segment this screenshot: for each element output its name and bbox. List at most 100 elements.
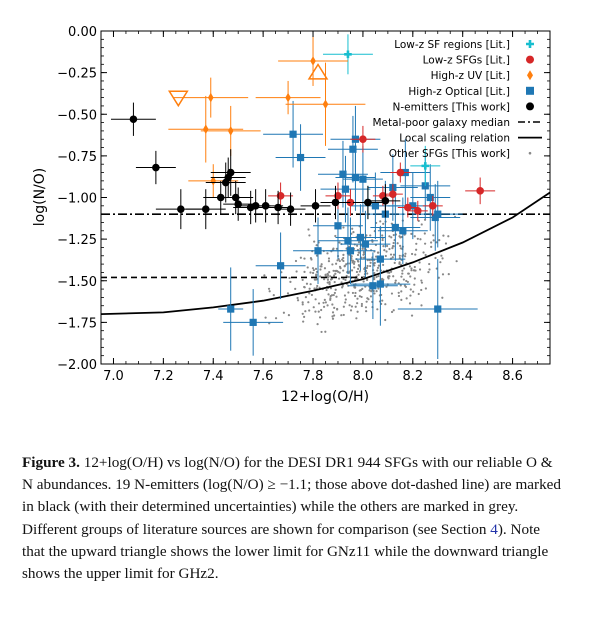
other-sfg-point	[416, 237, 419, 240]
data-point	[421, 162, 430, 170]
other-sfg-point	[308, 234, 311, 237]
other-sfg-point	[340, 314, 343, 317]
other-sfg-point	[441, 273, 445, 276]
other-sfg-point	[331, 248, 335, 251]
other-sfg-point	[423, 232, 426, 235]
other-sfg-point	[440, 254, 443, 257]
other-sfg-point	[353, 260, 356, 263]
data-point	[314, 247, 322, 255]
other-sfg-point	[424, 287, 427, 290]
other-sfg-point	[392, 233, 395, 237]
other-sfg-point	[331, 303, 334, 306]
data-point	[277, 262, 285, 270]
other-sfg-point	[264, 316, 267, 319]
other-sfg-point	[335, 262, 338, 265]
other-sfg-point	[311, 267, 315, 270]
other-sfg-point	[366, 278, 369, 282]
x-tick-label: 8.6	[502, 369, 523, 384]
other-sfg-point	[320, 330, 323, 334]
other-sfg-point	[314, 310, 317, 313]
other-sfg-point	[302, 320, 305, 323]
other-sfg-point	[420, 304, 423, 307]
other-sfg-point	[413, 277, 416, 280]
other-sfg-point	[350, 269, 354, 272]
other-sfg-point	[413, 283, 416, 286]
other-sfg-point	[366, 264, 369, 268]
other-sfg-point	[355, 270, 359, 274]
other-sfg-point	[430, 245, 433, 248]
data-point	[376, 255, 384, 263]
section-link[interactable]: 4	[490, 520, 498, 538]
other-sfg-point	[404, 285, 408, 288]
other-sfg-point	[333, 306, 336, 309]
data-point	[371, 202, 379, 210]
other-sfg-point	[338, 271, 341, 274]
caption-text: 12+log(O/H) vs log(N/O) for the DESI DR1…	[22, 454, 562, 538]
other-sfg-point	[307, 301, 310, 304]
other-sfg-point	[347, 275, 350, 279]
other-sfg-point	[381, 299, 384, 302]
other-sfg-point	[301, 278, 304, 282]
legend-label: Metal-poor galaxy median	[372, 117, 510, 129]
other-sfg-point	[408, 302, 412, 305]
other-sfg-point	[444, 242, 448, 245]
other-sfg-point	[392, 245, 395, 248]
other-sfg-point	[343, 265, 346, 268]
other-sfg-point	[343, 294, 347, 297]
other-sfg-point	[337, 277, 341, 280]
other-sfg-point	[308, 287, 311, 290]
other-sfg-point	[360, 295, 363, 299]
other-sfg-point	[331, 311, 335, 314]
other-sfg-point	[351, 261, 354, 264]
other-sfg-point	[369, 234, 372, 237]
other-sfg-point	[399, 244, 402, 247]
other-sfg-point	[424, 242, 427, 245]
data-point	[152, 163, 160, 172]
other-sfg-point	[377, 264, 380, 267]
other-sfg-point	[310, 293, 314, 297]
x-tick-label: 8.0	[353, 369, 374, 384]
legend-label: N-emitters [This work]	[393, 101, 510, 113]
y-tick-label: −0.50	[57, 108, 97, 123]
other-sfg-point	[336, 270, 339, 273]
other-sfg-point	[316, 284, 319, 288]
data-point	[359, 135, 367, 144]
other-sfg-point	[455, 260, 458, 263]
data-point	[426, 193, 434, 202]
other-sfg-point	[263, 274, 266, 277]
other-sfg-point	[365, 266, 369, 270]
other-sfg-point	[439, 261, 442, 264]
other-sfg-point	[361, 247, 364, 250]
data-point	[311, 202, 320, 210]
other-sfg-point	[390, 292, 394, 295]
other-sfg-point	[419, 238, 422, 241]
data-point	[344, 50, 352, 59]
data-point	[227, 126, 234, 136]
other-sfg-point	[303, 270, 306, 273]
other-sfg-point	[267, 287, 271, 290]
other-sfg-point	[424, 253, 427, 257]
other-sfg-point	[447, 235, 450, 238]
other-sfg-point	[432, 234, 435, 237]
data-point	[369, 282, 377, 290]
data-point	[344, 237, 352, 245]
other-sfg-point	[334, 269, 337, 273]
other-sfg-point	[398, 261, 401, 264]
other-sfg-point	[320, 308, 323, 312]
other-sfg-point	[306, 266, 309, 269]
other-sfg-point	[447, 273, 450, 276]
other-sfg-point	[389, 253, 393, 256]
other-sfg-point	[327, 274, 330, 277]
other-sfg-point	[353, 266, 356, 269]
x-tick-label: 7.2	[153, 369, 174, 384]
other-sfg-point	[331, 263, 334, 266]
other-sfg-point	[438, 238, 441, 242]
other-sfg-point	[391, 247, 394, 250]
other-sfg-point	[326, 252, 329, 255]
other-sfg-point	[423, 218, 427, 221]
other-sfg-point	[382, 222, 385, 225]
other-sfg-point	[350, 305, 354, 308]
other-sfg-point	[422, 251, 425, 254]
other-sfg-point	[366, 272, 369, 275]
data-point	[334, 222, 342, 230]
